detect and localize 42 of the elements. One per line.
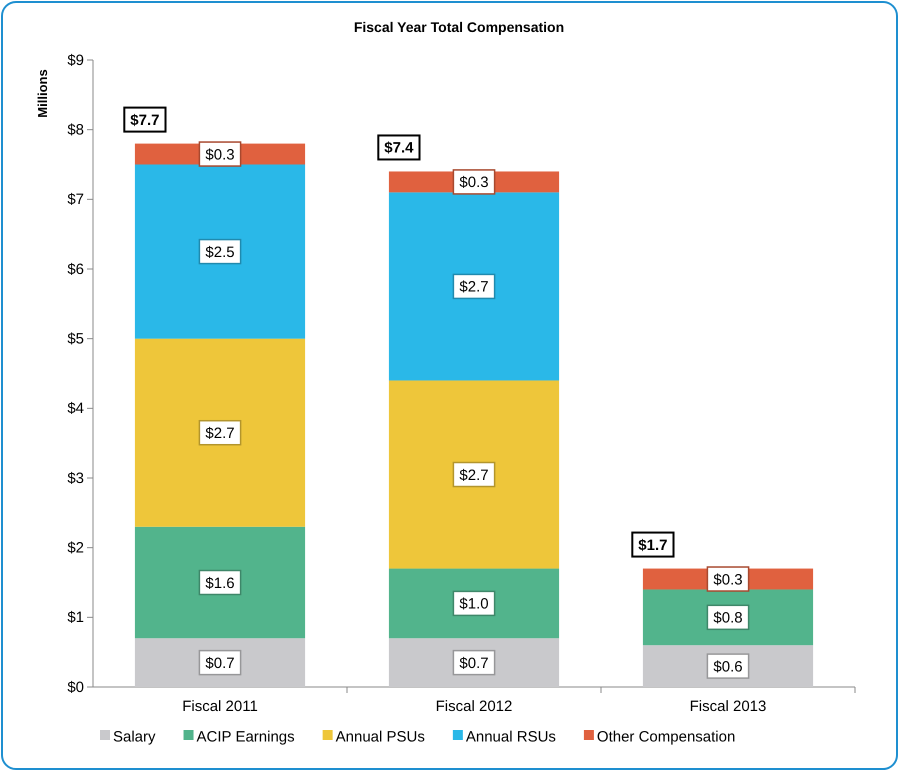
data-label: $0.6 — [713, 658, 743, 676]
data-label: $0.8 — [713, 610, 743, 627]
bar — [134, 164, 306, 339]
y-tick-label: $2 — [67, 539, 84, 556]
y-tick-label: $8 — [67, 121, 84, 138]
bar — [388, 192, 560, 380]
legend-label: ACIP Earnings — [196, 728, 295, 746]
x-tick-label: Fiscal 2012 — [436, 698, 512, 715]
total-label: $7.7 — [130, 112, 160, 129]
total-label: $7.4 — [384, 140, 414, 157]
legend-label: Salary — [113, 728, 156, 746]
legend-label: Annual PSUs — [336, 728, 425, 746]
y-axis-title: Millions — [35, 69, 50, 118]
total-label: $1.7 — [638, 536, 668, 554]
data-label: $1.6 — [205, 574, 235, 592]
bar — [134, 338, 306, 527]
data-label: $2.7 — [459, 466, 489, 484]
chart-title: Fiscal Year Total Compensation — [354, 19, 564, 35]
x-tick-label: Fiscal 2011 — [182, 698, 258, 715]
legend-label: Other Compensation — [596, 728, 736, 746]
data-label: $0.3 — [459, 174, 489, 192]
data-label: $0.3 — [205, 146, 235, 164]
data-label: $2.5 — [205, 244, 235, 261]
data-label: $2.7 — [459, 278, 489, 296]
data-label: $1.0 — [459, 596, 489, 613]
bar — [388, 380, 560, 569]
y-tick-label: $1 — [67, 609, 84, 626]
bar — [388, 568, 560, 638]
y-tick-label: $9 — [67, 52, 84, 69]
data-label: $0.7 — [205, 654, 235, 672]
data-label: $2.7 — [205, 424, 235, 442]
legend-label: Annual RSUs — [466, 728, 556, 746]
data-label: $0.7 — [459, 654, 489, 672]
y-tick-label: $5 — [67, 330, 84, 348]
y-tick-label: $3 — [67, 470, 84, 487]
y-tick-label: $7 — [67, 191, 84, 208]
bar — [134, 526, 306, 638]
data-label: $0.3 — [713, 571, 743, 588]
y-tick-label: $6 — [67, 260, 84, 278]
x-tick-label: Fiscal 2013 — [690, 698, 766, 715]
y-tick-label: $0 — [67, 678, 84, 696]
y-tick-label: $4 — [67, 400, 84, 418]
